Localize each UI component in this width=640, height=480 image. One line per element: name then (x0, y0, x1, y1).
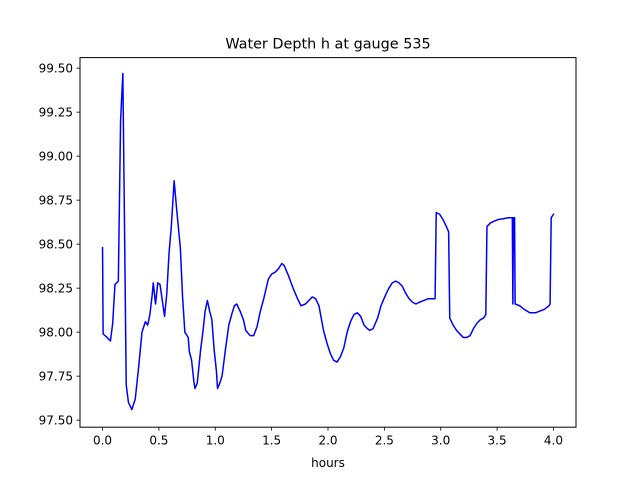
y-tick-label: 98.50 (39, 237, 73, 251)
axis-ticks: 0.0 0.5 1.0 1.5 2.0 2.5 3.0 3.5 4.0 97.50 97.75 98.… (39, 61, 563, 447)
x-tick-label: 4.0 (544, 434, 563, 448)
x-tick-label: 1.5 (262, 434, 281, 448)
x-tick-label: 3.0 (431, 434, 450, 448)
y-tick-label: 99.50 (39, 61, 73, 75)
x-tick-label: 0.5 (149, 434, 168, 448)
y-tick-label: 98.75 (39, 193, 73, 207)
x-tick-label: 3.5 (488, 434, 507, 448)
x-tick-label: 0.0 (93, 434, 112, 448)
chart-title: Water Depth h at gauge 535 (225, 37, 430, 53)
y-tick-label: 99.00 (39, 149, 73, 163)
plot-frame (79, 57, 577, 428)
y-tick-label: 98.25 (39, 281, 73, 295)
y-tick-label: 98.00 (39, 325, 73, 339)
x-tick-label: 2.0 (318, 434, 337, 448)
x-axis-title: hours (311, 456, 345, 470)
y-tick-label: 97.50 (39, 413, 73, 427)
plot-area (80, 57, 576, 428)
data-series (101, 72, 555, 411)
series-line (101, 72, 555, 411)
y-tick-label: 99.25 (39, 105, 73, 119)
y-tick-label: 97.75 (39, 369, 73, 383)
x-tick-label: 1.0 (206, 434, 225, 448)
x-tick-label: 2.5 (375, 434, 394, 448)
